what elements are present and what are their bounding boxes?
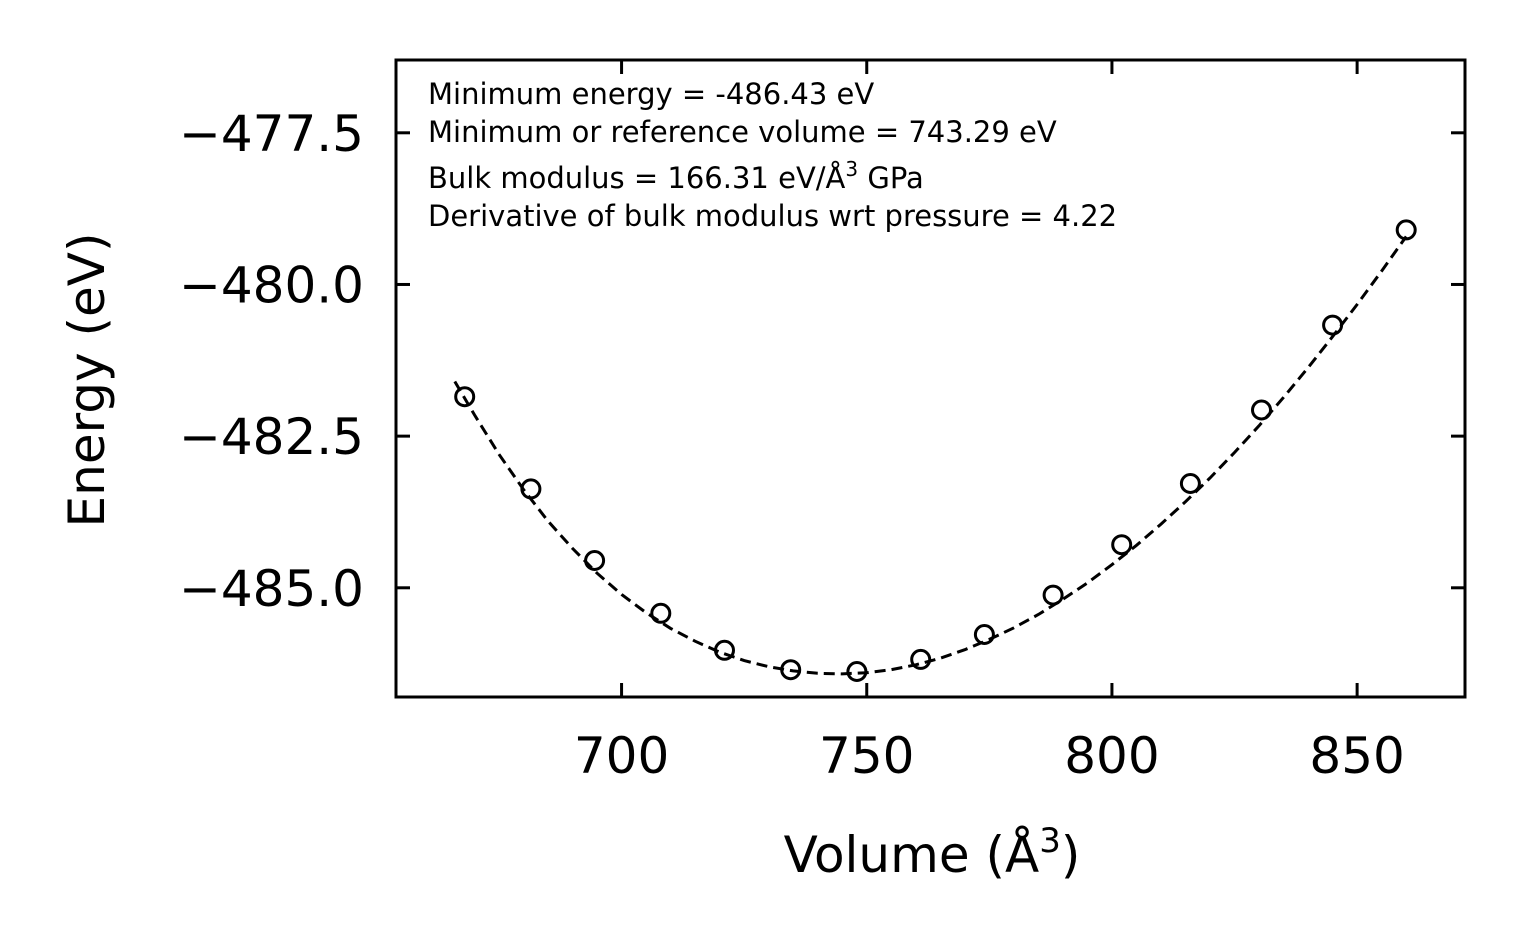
- x-tick-label: 700: [574, 727, 669, 785]
- y-tick-label: −480.0: [179, 256, 364, 314]
- data-point: [584, 550, 606, 571]
- data-point: [1111, 534, 1133, 556]
- x-axis-title-sup: 3: [1039, 821, 1061, 861]
- data-point: [650, 602, 672, 624]
- x-tick-label: 750: [819, 727, 914, 785]
- x-axis-title-main: Volume (Å: [784, 826, 1040, 884]
- annotation-bulk-modulus-unit: GPa: [858, 161, 924, 195]
- annotation-bulk-modulus: Bulk modulus = 166.31 eV/Å: [428, 161, 846, 195]
- data-point: [520, 478, 542, 500]
- data-point: [1251, 399, 1272, 421]
- x-tick-label: 850: [1309, 727, 1404, 785]
- y-tick-label: −485.0: [179, 560, 364, 618]
- x-axis-title-suffix: ): [1061, 826, 1081, 884]
- data-point: [1395, 219, 1417, 241]
- data-point: [714, 639, 735, 661]
- x-axis-title: Volume (Å3): [784, 821, 1081, 884]
- annotation-bulk-modulus-sup: 3: [845, 157, 858, 181]
- fit-curve: [453, 235, 1408, 676]
- data-point: [973, 624, 995, 645]
- plot-layer: [453, 219, 1417, 682]
- data-point: [1042, 584, 1064, 606]
- annotation-bulk-derivative: Derivative of bulk modulus wrt pressure …: [428, 199, 1117, 233]
- plot-frame: [394, 58, 1467, 699]
- data-point: [846, 661, 868, 682]
- y-tick-label: −482.5: [179, 408, 364, 466]
- annotation-bulk-modulus-line: Bulk modulus = 166.31 eV/Å3 GPa: [428, 157, 924, 195]
- y-axis-title: Energy (eV): [58, 233, 116, 528]
- annotation-min-volume: Minimum or reference volume = 743.29 eV: [428, 115, 1057, 149]
- data-point: [454, 386, 476, 408]
- data-point: [910, 648, 932, 670]
- x-tick-label: 800: [1064, 727, 1159, 785]
- data-point: [1322, 314, 1344, 336]
- data-point: [780, 659, 802, 681]
- ticks-layer: 700 750 800 850 −477.5 −480.0 −482.5 −485.0: [179, 60, 1465, 785]
- y-tick-label: −477.5: [179, 105, 364, 163]
- annotation-min-energy: Minimum energy = -486.43 eV: [428, 77, 874, 111]
- data-point: [1179, 473, 1201, 494]
